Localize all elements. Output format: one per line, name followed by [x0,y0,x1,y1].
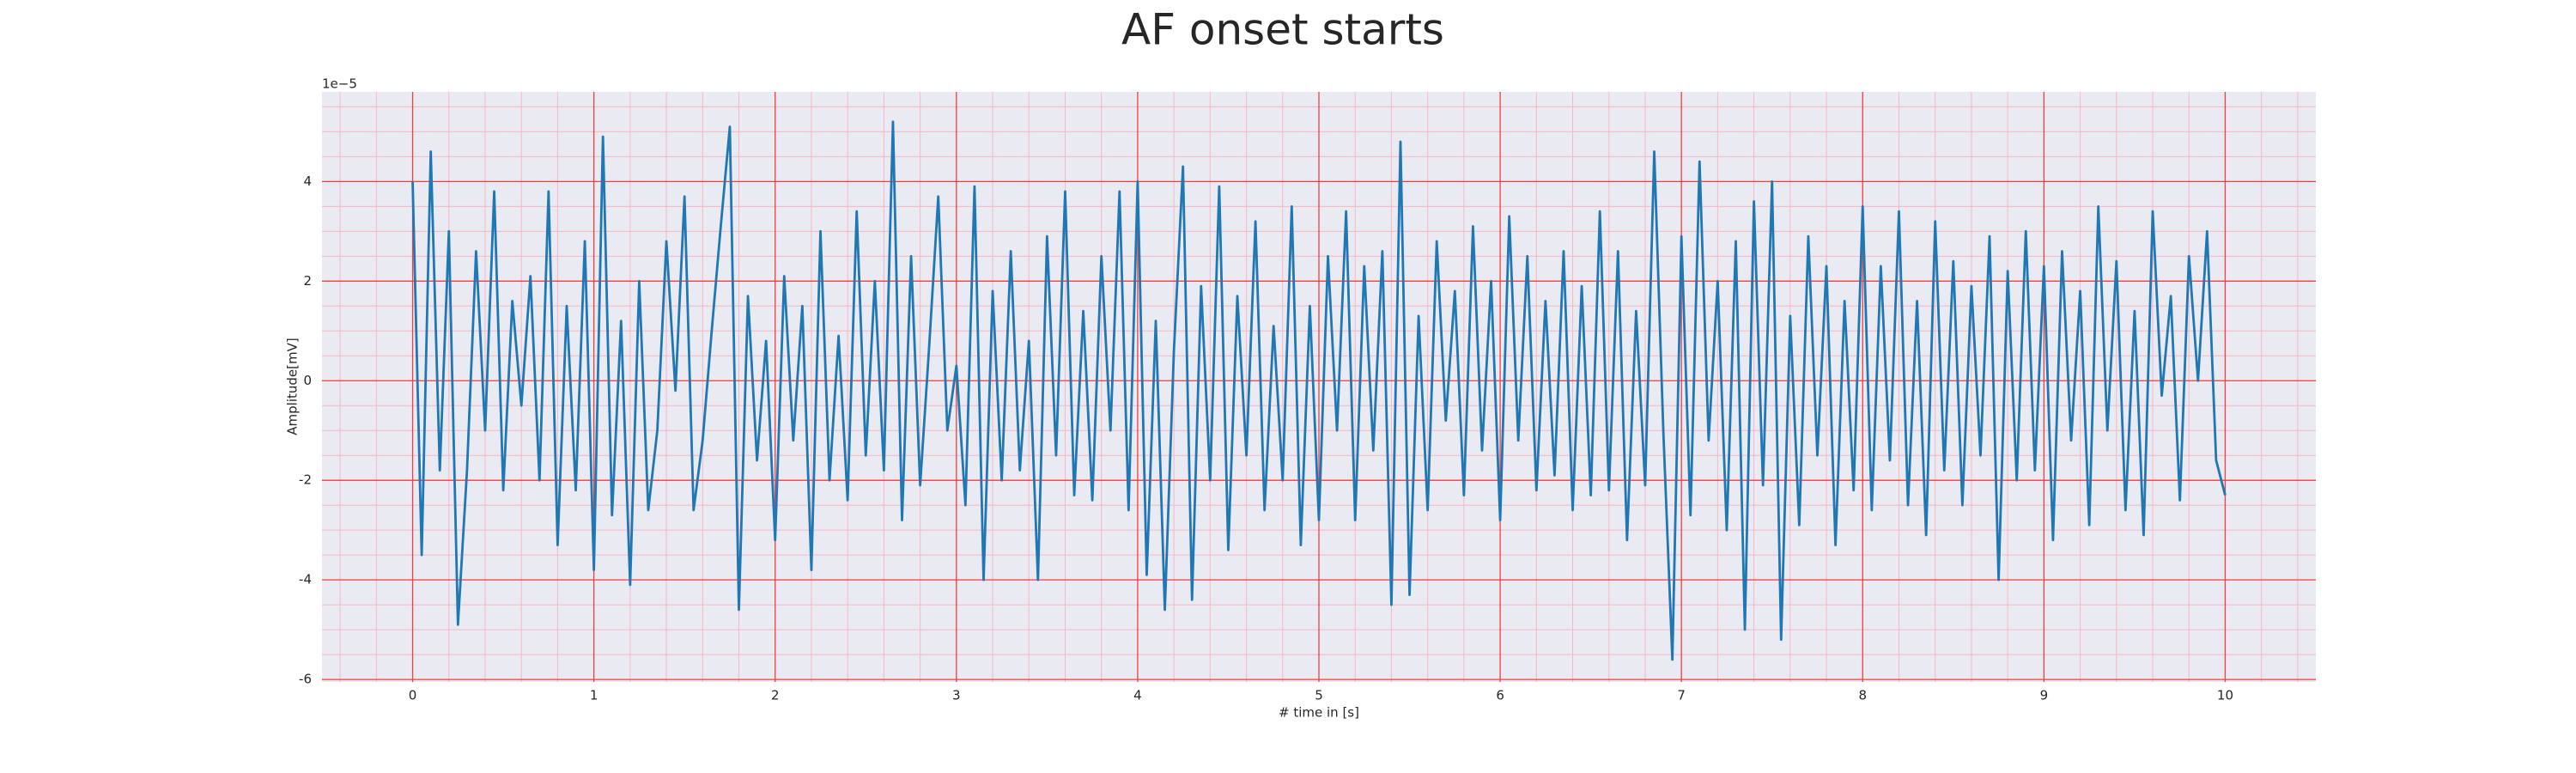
y-tick-label: -6 [299,672,312,687]
data-line [411,120,2227,661]
chart-title: AF onset starts [1121,5,1444,55]
marks [411,120,2227,661]
y-tick-label: -2 [299,472,312,488]
y-tick-label: -4 [299,572,312,587]
y-tick-label: 2 [303,273,312,289]
x-tick-label: 10 [2217,688,2233,703]
x-tick-label: 0 [409,688,417,703]
y-tick-label: 0 [303,373,312,388]
x-tick-label: 5 [1315,688,1323,703]
x-tick-label: 7 [1677,688,1686,703]
x-tick-label: 2 [771,688,780,703]
x-tick-label: 6 [1496,688,1504,703]
y-tick-label: 4 [303,173,312,189]
x-tick-label: 3 [952,688,961,703]
x-tick-label: 1 [590,688,598,703]
y-offset-label: 1e−5 [322,76,357,92]
x-tick-label: 8 [1858,688,1867,703]
y-axis-label: Amplitude[mV] [285,338,301,435]
x-tick-label: 4 [1133,688,1142,703]
x-axis-label: # time in [s] [1279,705,1359,721]
grid [322,92,2316,682]
x-tick-label: 9 [2040,688,2049,703]
